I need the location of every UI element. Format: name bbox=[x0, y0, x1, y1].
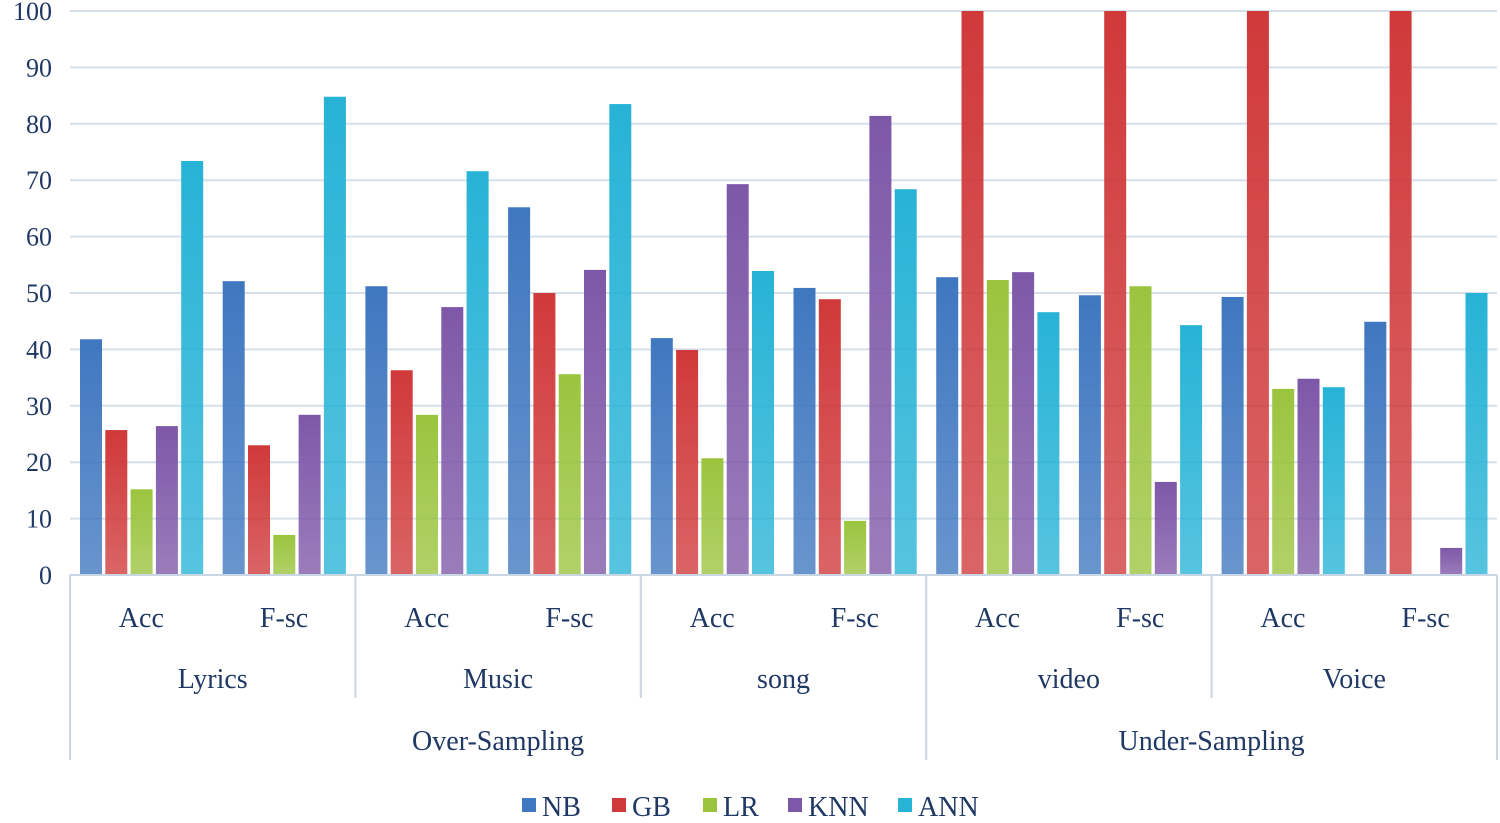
bar-knn bbox=[584, 269, 606, 575]
bar-nb bbox=[1221, 296, 1244, 575]
x-tick-label: Acc bbox=[119, 603, 164, 634]
x-tick-label: F-sc bbox=[1402, 603, 1450, 634]
dataset-label: video bbox=[1038, 664, 1100, 695]
bar-gb bbox=[676, 349, 699, 575]
x-tick-label: Acc bbox=[690, 603, 735, 634]
bar-ann bbox=[1180, 325, 1203, 575]
y-tick-label: 90 bbox=[26, 53, 52, 82]
legend-label: LR bbox=[723, 792, 759, 818]
sampling-label: Over-Sampling bbox=[412, 726, 584, 757]
bar-ann bbox=[181, 161, 204, 576]
y-tick-label: 40 bbox=[26, 335, 52, 364]
bar-nb bbox=[1364, 321, 1387, 575]
y-tick-label: 60 bbox=[26, 223, 52, 252]
bar-ann bbox=[1465, 293, 1488, 575]
bar-nb bbox=[1078, 295, 1101, 575]
bar-knn bbox=[1440, 547, 1463, 575]
y-tick-label: 30 bbox=[26, 392, 52, 421]
bar-knn bbox=[1154, 481, 1177, 575]
bar-gb bbox=[1389, 11, 1412, 575]
bar-ann bbox=[609, 104, 632, 575]
bar-gb bbox=[818, 299, 841, 575]
bar-ann bbox=[323, 96, 346, 575]
x-tick-label: F-sc bbox=[260, 603, 308, 634]
bar-nb bbox=[936, 277, 959, 575]
bar-knn bbox=[298, 414, 321, 575]
dataset-label: Music bbox=[463, 664, 533, 695]
bar-gb bbox=[961, 11, 984, 575]
bar-gb bbox=[1246, 11, 1269, 575]
y-tick-label: 0 bbox=[39, 561, 52, 590]
bar-nb bbox=[793, 287, 816, 575]
legend-swatch-gb bbox=[612, 798, 626, 812]
bar-nb bbox=[80, 339, 102, 575]
legend-swatch-ann bbox=[898, 798, 912, 812]
bar-nb bbox=[365, 286, 388, 575]
legend-swatch-nb bbox=[522, 798, 536, 812]
sampling-label: Under-Sampling bbox=[1119, 726, 1305, 757]
x-tick-label: Acc bbox=[404, 603, 449, 634]
y-tick-label: 100 bbox=[13, 0, 52, 26]
dataset-label: Voice bbox=[1323, 664, 1386, 695]
bar-knn bbox=[1297, 378, 1320, 575]
bar-lr bbox=[986, 280, 1009, 575]
bar-knn bbox=[1012, 272, 1035, 575]
legend-label: KNN bbox=[808, 792, 869, 818]
x-tick-label: Acc bbox=[1260, 603, 1305, 634]
dataset-label: song bbox=[757, 664, 810, 695]
legend-label: ANN bbox=[918, 792, 979, 818]
x-tick-label: F-sc bbox=[831, 603, 879, 634]
y-tick-label: 50 bbox=[26, 279, 52, 308]
legend-swatch-lr bbox=[703, 798, 717, 812]
bar-ann bbox=[752, 271, 774, 575]
x-tick-label: F-sc bbox=[545, 603, 593, 634]
y-tick-label: 20 bbox=[26, 448, 52, 477]
y-tick-label: 70 bbox=[26, 166, 52, 195]
bar-lr bbox=[558, 374, 581, 575]
bar-ann bbox=[466, 171, 489, 575]
bar-ann bbox=[894, 189, 917, 575]
bar-lr bbox=[1272, 388, 1295, 575]
x-tick-label: Acc bbox=[975, 603, 1020, 634]
y-tick-label: 80 bbox=[26, 110, 52, 139]
legend-label: NB bbox=[542, 792, 581, 818]
bar-knn bbox=[441, 307, 464, 575]
bar-lr bbox=[1129, 286, 1152, 575]
bar-lr bbox=[701, 458, 724, 575]
bar-lr bbox=[130, 489, 153, 575]
bar-nb bbox=[508, 207, 531, 575]
bar-ann bbox=[1322, 387, 1345, 575]
bar-gb bbox=[1104, 11, 1127, 575]
bar-gb bbox=[105, 430, 128, 575]
y-tick-label: 10 bbox=[26, 505, 52, 534]
bar-knn bbox=[869, 115, 892, 576]
bar-gb bbox=[390, 370, 413, 575]
legend-swatch-knn bbox=[788, 798, 802, 812]
x-tick-label: F-sc bbox=[1116, 603, 1164, 634]
legend-label: GB bbox=[632, 792, 671, 818]
bar-nb bbox=[650, 338, 673, 575]
bar-nb bbox=[222, 281, 245, 575]
bar-lr bbox=[273, 534, 296, 575]
dataset-label: Lyrics bbox=[178, 664, 248, 695]
bar-gb bbox=[533, 293, 556, 575]
bar-knn bbox=[155, 426, 178, 575]
bar-ann bbox=[1037, 312, 1060, 575]
bar-knn bbox=[726, 184, 749, 575]
bar-lr bbox=[844, 520, 867, 575]
bar-gb bbox=[248, 445, 270, 575]
bar-lr bbox=[416, 414, 438, 575]
